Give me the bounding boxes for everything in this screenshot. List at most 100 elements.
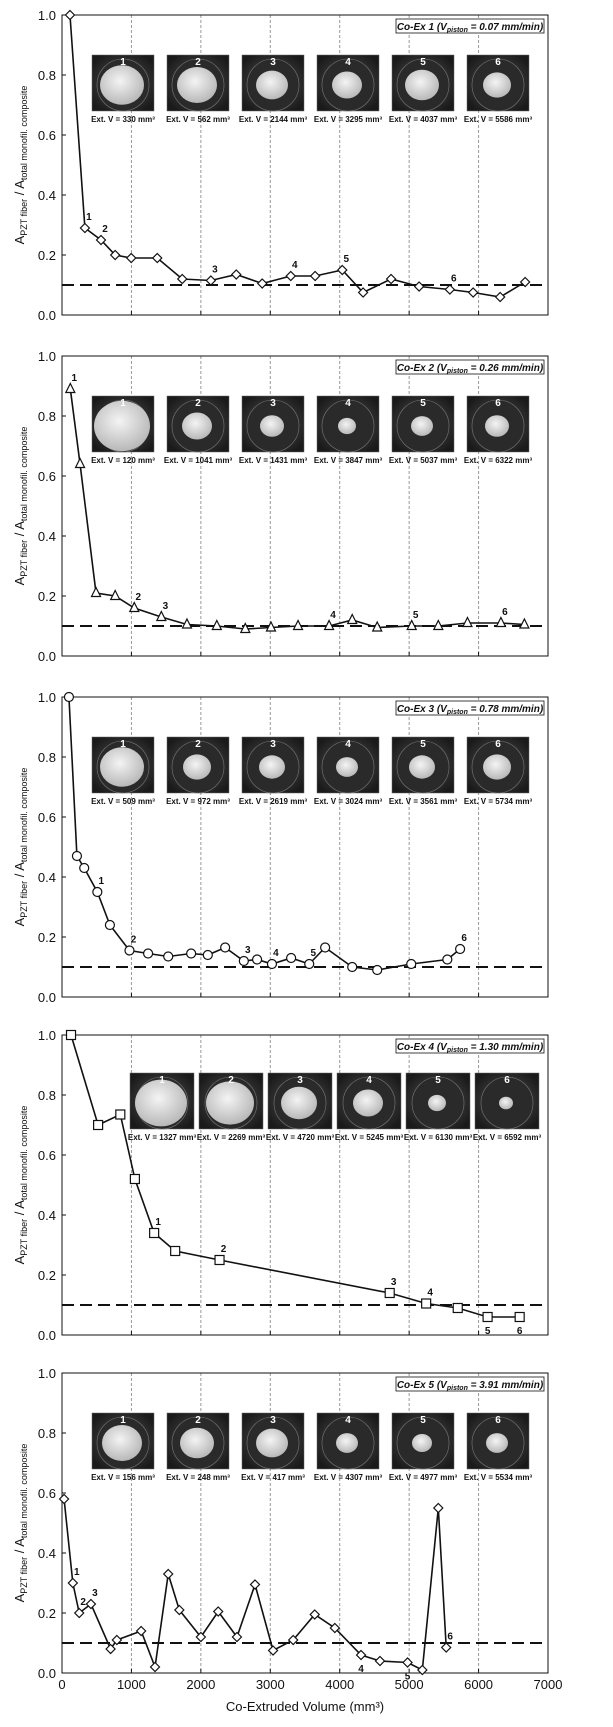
point-label: 2: [80, 1597, 86, 1608]
y-tick-label: 0.4: [38, 188, 56, 203]
photo-label: 6: [495, 1415, 501, 1426]
marker: [406, 619, 418, 631]
marker: [320, 942, 331, 953]
marker: [205, 275, 217, 286]
photo-fiber: [428, 1094, 446, 1112]
photo-caption: Ext. V = 3024 mm³: [314, 797, 383, 806]
y-tick-label: 0.2: [38, 930, 56, 945]
photo-fiber: [336, 1433, 358, 1453]
photo-label: 2: [195, 57, 201, 68]
y-axis-label: APZT fiber / Atotal monofil. composite: [12, 1444, 29, 1603]
panel-title: Co-Ex 2 (Vpiston = 0.26 mm/min): [397, 363, 544, 375]
marker: [195, 1631, 207, 1643]
marker: [239, 622, 251, 634]
marker: [124, 945, 135, 956]
photo-fiber: [353, 1089, 383, 1117]
y-tick-label: 0.2: [38, 248, 56, 263]
photo-fiber: [94, 400, 150, 452]
photo-fiber: [100, 65, 144, 105]
photo-caption: Ext. V = 1327 mm³: [128, 1133, 197, 1142]
y-label-part: total monofil. composite: [19, 427, 29, 522]
photo-fiber: [486, 1433, 508, 1453]
photo-label: 2: [195, 739, 201, 750]
panel: 0.0 0.2 0.4 0.6 0.8 1.0 APZT fiber / Atotal mo…: [12, 1028, 549, 1343]
marker: [440, 1642, 452, 1653]
marker: [109, 589, 121, 601]
y-label-part: PZT fiber: [19, 1557, 29, 1594]
point-label: 6: [447, 1632, 453, 1643]
marker: [329, 1622, 341, 1634]
marker: [455, 943, 466, 955]
marker: [287, 1634, 299, 1646]
marker: [162, 1568, 174, 1580]
panel: 0.0 0.2 0.4 0.6 0.8 1.0 APZT fiber / Atotal mo…: [12, 8, 549, 323]
photo-fiber: [102, 1425, 142, 1461]
point-label: 6: [451, 274, 457, 285]
y-axis-label: APZT fiber / Atotal monofil. composite: [12, 1106, 29, 1265]
y-tick-label: 0.6: [38, 128, 56, 143]
marker: [104, 919, 116, 931]
y-label-part: / A: [12, 1538, 27, 1557]
marker: [251, 954, 263, 965]
title-box: [395, 700, 545, 716]
y-tick-label: 0.6: [38, 1148, 56, 1163]
photo-caption: Ext. V = 120 mm³: [91, 456, 155, 465]
photo-label: 2: [195, 398, 201, 409]
marker: [128, 601, 140, 613]
photo-caption: Ext. V = 2269 mm³: [197, 1133, 266, 1142]
photo-label: 6: [495, 57, 501, 68]
marker: [514, 1311, 525, 1323]
point-label: 2: [102, 224, 108, 235]
y-tick-label: 0.0: [38, 308, 56, 323]
photo-label: 2: [228, 1075, 234, 1086]
marker: [467, 287, 479, 298]
marker: [402, 1657, 413, 1668]
photo-fiber: [332, 71, 362, 99]
point-label: 1: [155, 1217, 161, 1228]
y-tick-label: 0.4: [38, 1208, 56, 1223]
y-tick-label: 0.8: [38, 750, 56, 765]
y-label-part: / A: [12, 521, 27, 540]
y-tick-label: 0.8: [38, 1426, 56, 1441]
photo-label: 5: [420, 398, 426, 409]
marker: [93, 1119, 104, 1131]
y-tick-label: 0.8: [38, 409, 56, 424]
y-label-part: / A: [12, 1200, 27, 1219]
x-tick-label: 0: [58, 1677, 65, 1692]
marker: [65, 1029, 77, 1041]
marker: [135, 1625, 147, 1637]
x-tick-label: 5000: [395, 1677, 424, 1692]
marker: [444, 284, 456, 295]
y-tick-label: 0.0: [38, 990, 56, 1005]
photo-label: 6: [495, 739, 501, 750]
marker: [374, 1655, 386, 1667]
point-label: 1: [86, 212, 92, 223]
y-label-part: / A: [12, 862, 27, 881]
marker: [406, 958, 417, 970]
photo-label: 5: [435, 1075, 441, 1086]
panel-title: Co-Ex 1 (Vpiston = 0.07 mm/min): [397, 22, 544, 34]
title-part: piston: [446, 27, 468, 34]
marker: [285, 270, 297, 282]
title-part: piston: [446, 1047, 468, 1054]
point-label: 6: [502, 607, 508, 618]
y-label-part: total monofil. composite: [19, 1106, 29, 1201]
x-tick-label: 6000: [464, 1677, 493, 1692]
marker: [151, 252, 163, 264]
marker: [220, 942, 231, 953]
point-label: 5: [344, 254, 350, 265]
photo-label: 1: [120, 398, 126, 409]
photo-label: 6: [504, 1075, 510, 1086]
photo-fiber: [411, 416, 433, 436]
y-label-part: PZT fiber: [19, 540, 29, 577]
y-tick-label: 0.6: [38, 810, 56, 825]
panel: 0.0 0.2 0.4 0.6 0.8 1.0 APZT fiber / Atotal mo…: [12, 349, 549, 664]
photo-caption: Ext. V = 4307 mm³: [314, 1473, 383, 1482]
marker: [432, 619, 444, 631]
point-label: 5: [405, 1672, 411, 1683]
plot-frame: [61, 14, 549, 316]
y-label-part: total monofil. composite: [19, 86, 29, 181]
title-part: piston: [446, 1385, 468, 1392]
title-part: piston: [446, 368, 468, 375]
x-tick-label: 4000: [325, 1677, 354, 1692]
